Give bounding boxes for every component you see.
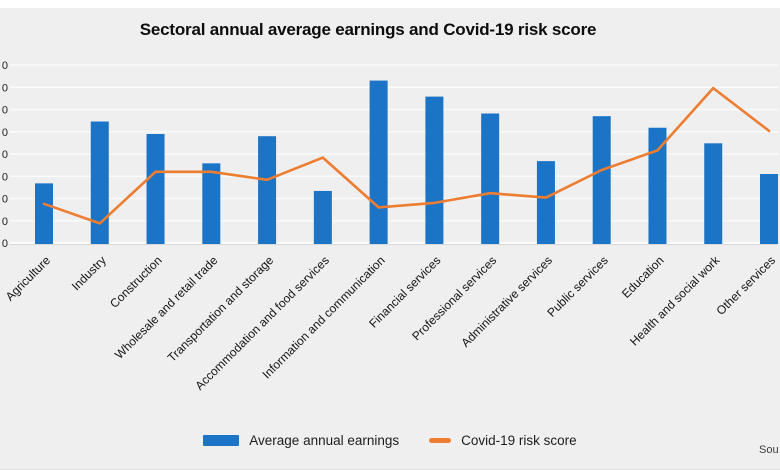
earnings-bar xyxy=(202,163,221,244)
category-label: Administrative services xyxy=(458,253,555,350)
earnings-bar xyxy=(648,127,667,244)
y-axis-tick-label: 0 xyxy=(2,216,8,228)
bar-series-swatch xyxy=(203,435,240,446)
y-axis-tick-label: 0 xyxy=(2,149,8,161)
category-label: Agriculture xyxy=(3,253,54,304)
earnings-bar xyxy=(146,133,165,244)
category-label: Other services xyxy=(714,253,779,318)
earnings-bar xyxy=(704,143,723,244)
risk-line xyxy=(42,86,771,225)
legend-label-risk: Covid-19 risk score xyxy=(461,433,577,448)
line-series-swatch xyxy=(429,438,452,443)
y-axis-tick-label: 0 xyxy=(2,171,8,183)
earnings-bar xyxy=(90,121,109,244)
category-label: Transportation and storage xyxy=(165,253,277,365)
category-label: Wholesale and retail trade xyxy=(112,253,221,362)
source-note-truncated: Sou xyxy=(759,444,779,456)
y-axis-tick-label: 0 xyxy=(2,105,8,117)
earnings-bar xyxy=(425,96,444,244)
chart-title: Sectoral annual average earnings and Cov… xyxy=(139,20,597,39)
y-axis-tick-label: 0 xyxy=(2,82,8,94)
chart-legend: Average annual earnings Covid-19 risk sc… xyxy=(0,433,780,448)
y-axis-tick-label: 0 xyxy=(2,127,8,139)
category-label: Construction xyxy=(107,253,165,311)
category-label: Education xyxy=(619,253,667,301)
earnings-bar xyxy=(35,183,53,244)
earnings-bar xyxy=(369,80,388,244)
y-axis-tick-label: 0 xyxy=(2,194,8,206)
legend-item-earnings: Average annual earnings xyxy=(203,433,399,448)
earnings-bar xyxy=(481,113,500,244)
earnings-bar xyxy=(760,174,779,244)
y-axis-tick-label: 0 xyxy=(2,238,8,250)
y-axis-tick-label: 0 xyxy=(2,60,8,72)
legend-item-risk: Covid-19 risk score xyxy=(429,433,577,448)
category-label: Industry xyxy=(69,253,109,293)
legend-label-earnings: Average annual earnings xyxy=(249,433,400,448)
top-white-strip xyxy=(0,0,780,8)
earnings-bar xyxy=(258,136,277,244)
category-label: Health and social work xyxy=(627,253,723,349)
earnings-bar xyxy=(313,190,332,244)
earnings-bar xyxy=(536,161,555,244)
earnings-bar xyxy=(592,116,611,244)
